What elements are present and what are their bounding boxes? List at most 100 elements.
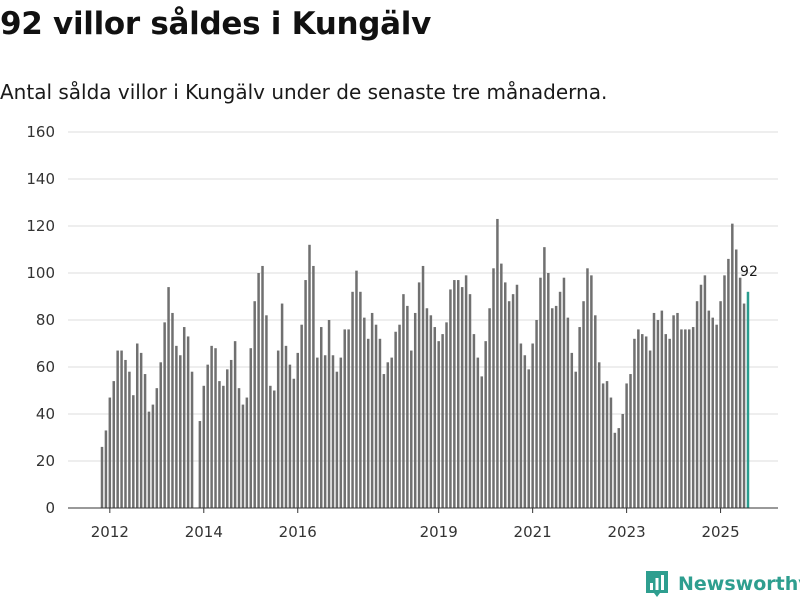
bar <box>578 327 581 508</box>
page-title: 92 villor såldes i Kungälv <box>0 6 432 42</box>
bar <box>210 345 213 508</box>
bar <box>742 303 746 508</box>
bar <box>488 308 491 508</box>
bar <box>617 428 621 508</box>
bar <box>715 324 718 508</box>
bar <box>171 312 174 508</box>
y-tick-label: 160 <box>26 123 55 141</box>
x-tick-label: 2014 <box>185 523 223 541</box>
bar <box>637 329 640 508</box>
bar <box>296 352 299 508</box>
bar <box>664 334 668 508</box>
bar <box>519 343 523 508</box>
bar-highlighted <box>746 291 750 508</box>
bar <box>147 411 151 508</box>
bar <box>719 301 722 508</box>
brand-name: Newsworthy <box>678 573 800 595</box>
bar <box>100 446 104 508</box>
bar <box>656 320 660 508</box>
bar <box>386 362 390 508</box>
y-tick-label: 40 <box>36 405 55 423</box>
bar <box>433 327 437 508</box>
page-subtitle: Antal sålda villor i Kungälv under de se… <box>0 80 608 104</box>
bar <box>308 244 311 509</box>
bar <box>366 338 370 508</box>
bar <box>190 371 194 508</box>
bar <box>695 301 699 508</box>
bar <box>605 381 609 508</box>
bar <box>699 284 703 508</box>
bar <box>625 383 628 508</box>
bar <box>633 338 636 508</box>
bar <box>151 404 155 508</box>
bar <box>425 308 429 508</box>
bar <box>437 341 440 508</box>
bar <box>245 397 249 508</box>
bar <box>249 348 253 508</box>
bar <box>339 357 343 508</box>
bar <box>566 317 570 508</box>
bar <box>644 336 648 508</box>
bar <box>417 282 421 508</box>
bar <box>182 327 186 508</box>
bar <box>410 350 413 508</box>
bar <box>359 291 362 508</box>
bar <box>378 338 382 508</box>
bar <box>222 385 225 508</box>
bar <box>292 378 296 508</box>
brand-logo: Newsworthy <box>644 569 800 599</box>
bar <box>304 280 307 508</box>
bar <box>179 355 182 508</box>
y-tick-label: 0 <box>45 499 55 517</box>
bar <box>511 294 515 508</box>
bar <box>402 294 405 508</box>
bar <box>457 280 460 508</box>
y-tick-label: 140 <box>26 170 55 188</box>
bar <box>738 277 742 508</box>
bar <box>120 350 123 508</box>
bar <box>703 275 707 508</box>
bar <box>672 315 675 508</box>
bar <box>660 310 664 508</box>
highlight-value-label: 92 <box>740 264 758 280</box>
bar <box>723 275 726 508</box>
bar <box>500 263 503 508</box>
bar <box>601 383 605 508</box>
bar <box>582 301 585 508</box>
bar <box>202 385 206 508</box>
bar <box>343 329 346 508</box>
bar <box>641 334 644 508</box>
bar <box>574 371 577 508</box>
bar <box>507 301 511 508</box>
bar <box>316 357 319 508</box>
bar <box>331 355 335 508</box>
bar <box>445 322 448 508</box>
bar <box>464 275 468 508</box>
bar <box>226 369 229 508</box>
x-tick-label: 2021 <box>514 523 552 541</box>
bar <box>429 315 433 508</box>
bar <box>300 324 303 508</box>
bar <box>652 312 656 508</box>
data-labels: 92 <box>740 264 758 280</box>
bar <box>355 270 358 508</box>
bar <box>104 430 108 508</box>
bar <box>390 357 393 508</box>
bar <box>676 312 679 508</box>
bar <box>273 390 276 508</box>
bar <box>570 352 574 508</box>
bar <box>562 277 566 508</box>
bar <box>421 265 425 508</box>
bar <box>734 249 738 508</box>
bar <box>394 331 397 508</box>
bar <box>312 265 315 508</box>
bar <box>112 381 115 508</box>
bar <box>351 291 354 508</box>
bar <box>449 289 452 508</box>
bar <box>558 291 562 508</box>
bar <box>288 364 292 508</box>
bar <box>374 324 378 508</box>
bar <box>441 334 444 508</box>
bar <box>280 303 284 508</box>
x-tick-label: 2012 <box>91 523 129 541</box>
